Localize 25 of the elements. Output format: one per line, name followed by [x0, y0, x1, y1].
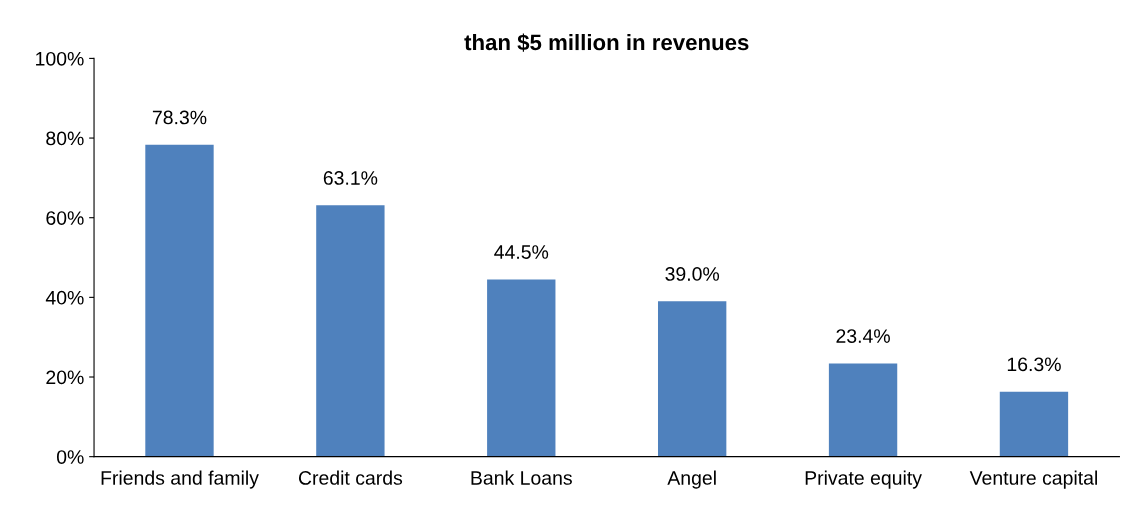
- y-tick-label: 20%: [46, 370, 84, 385]
- x-tick-label: Angel: [667, 470, 716, 489]
- y-tick-label: 60%: [46, 211, 84, 225]
- bar: [145, 144, 214, 457]
- data-label: 23.4%: [836, 329, 890, 343]
- bar: [487, 279, 556, 457]
- x-tick-label: Friends and family: [101, 470, 259, 489]
- data-label: 44.5%: [494, 245, 549, 259]
- x-tick-label: Venture capital: [969, 470, 1097, 489]
- x-tick-label: Private equity: [805, 470, 922, 489]
- chart-title: than $5 million in revenues: [464, 33, 749, 52]
- y-tick-label: 100%: [36, 51, 84, 66]
- data-label: 16.3%: [1007, 357, 1061, 372]
- y-tick-label: 80%: [46, 131, 84, 146]
- x-tick-label: Bank Loans: [471, 470, 572, 485]
- data-label: 63.1%: [323, 171, 378, 185]
- bar: [657, 301, 727, 457]
- y-tick-label: 40%: [45, 290, 84, 305]
- x-tick-label: Credit cards: [298, 470, 403, 485]
- bar: [828, 363, 898, 457]
- data-label: 78.3%: [152, 110, 207, 125]
- bar: [316, 205, 385, 457]
- bar: [999, 391, 1069, 457]
- data-label: 39.0%: [665, 267, 720, 281]
- y-tick-label: 0%: [56, 450, 84, 464]
